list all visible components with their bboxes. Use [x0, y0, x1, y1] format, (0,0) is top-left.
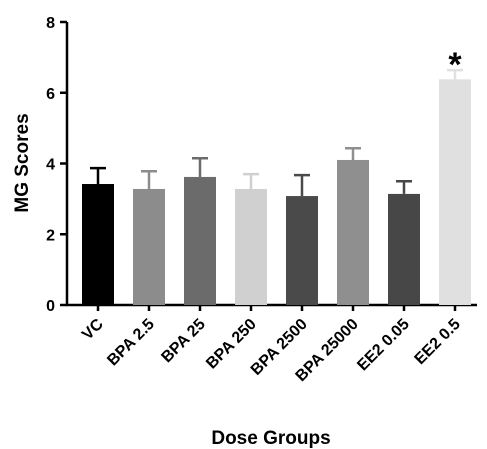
error-bar [345, 147, 361, 160]
x-axis-label: Dose Groups [211, 428, 330, 449]
y-tick-label: 0 [46, 298, 55, 315]
error-bar [90, 166, 106, 185]
error-bar [447, 68, 463, 80]
y-tick-label: 6 [46, 86, 55, 103]
bar [286, 196, 318, 305]
annotation: * [448, 46, 462, 84]
x-tick-label: BPA 25 [158, 316, 208, 366]
x-tick-label: BPA 2.5 [104, 316, 158, 370]
bar [235, 188, 267, 305]
x-tick-label: EE2 0.05 [354, 316, 413, 375]
bar [133, 188, 165, 305]
y-tick-label: 2 [46, 227, 55, 244]
x-tick-label: EE2 0.5 [412, 316, 464, 368]
error-bar [294, 173, 310, 197]
error-bar [192, 156, 208, 177]
bar [82, 184, 114, 305]
error-bar [396, 179, 412, 194]
bar [388, 193, 420, 305]
x-tick-label: VC [79, 315, 107, 343]
error-bar [243, 172, 259, 189]
y-tick-label: 8 [46, 15, 55, 32]
y-tick-label: 4 [46, 157, 55, 174]
error-bar [141, 170, 157, 189]
bar [439, 79, 471, 306]
y-axis-label: MG Scores [12, 113, 33, 212]
bar [337, 159, 369, 305]
bar [184, 176, 216, 305]
